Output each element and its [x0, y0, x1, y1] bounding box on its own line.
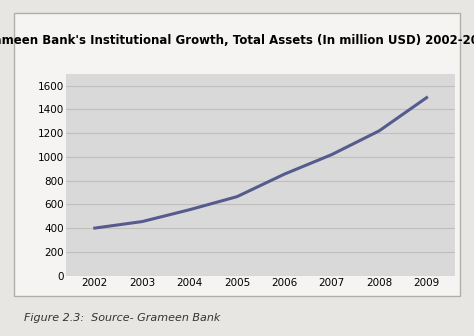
Text: Figure 2.3:  Source- Grameen Bank: Figure 2.3: Source- Grameen Bank — [24, 312, 220, 323]
Text: Grameen Bank's Institutional Growth, Total Assets (In million USD) 2002-2009: Grameen Bank's Institutional Growth, Tot… — [0, 34, 474, 47]
